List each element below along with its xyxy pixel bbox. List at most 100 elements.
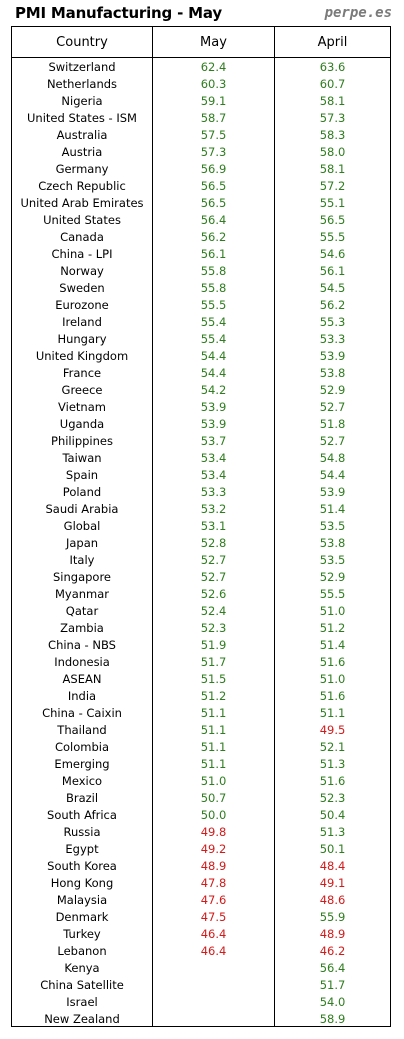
may-value: 50.7: [200, 791, 227, 805]
table-row: Indonesia 51.7 51.6: [12, 654, 390, 671]
may-value: 53.7: [200, 434, 227, 448]
may-value: 51.7: [200, 655, 227, 669]
april-value: 49.1: [319, 876, 346, 890]
country-cell: Greece: [61, 383, 103, 397]
country-cell: Vietnam: [58, 400, 106, 414]
country-cell: Czech Republic: [38, 179, 126, 193]
april-value: 51.0: [319, 604, 346, 618]
april-value: 53.5: [319, 553, 346, 567]
table-row: Israel 54.0: [12, 994, 390, 1011]
country-cell: Hungary: [57, 332, 107, 346]
may-value: 53.9: [200, 417, 227, 431]
april-value: 52.9: [319, 570, 346, 584]
april-value: 57.2: [319, 179, 346, 193]
country-cell: ASEAN: [62, 672, 102, 686]
may-value: 60.3: [200, 77, 227, 91]
country-cell: Germany: [55, 162, 109, 176]
may-value: 51.9: [200, 638, 227, 652]
table-row: Austria 57.3 58.0: [12, 144, 390, 161]
country-cell: Poland: [62, 485, 102, 499]
header-country: Country: [56, 35, 108, 50]
country-cell: Uganda: [59, 417, 105, 431]
may-value: 52.4: [200, 604, 227, 618]
april-value: 51.8: [319, 417, 346, 431]
table-row: India 51.2 51.6: [12, 688, 390, 705]
country-cell: Israel: [66, 995, 98, 1009]
april-value: 48.9: [319, 927, 346, 941]
april-value: 54.4: [319, 468, 346, 482]
table-row: Canada 56.2 55.5: [12, 229, 390, 246]
table-row: China - Caixin 51.1 51.1: [12, 705, 390, 722]
country-cell: New Zealand: [44, 1012, 120, 1026]
may-value: 51.2: [200, 689, 227, 703]
table-row: Thailand 51.1 49.5: [12, 722, 390, 739]
table-row: Russia 49.8 51.3: [12, 824, 390, 841]
may-value: 56.1: [200, 247, 227, 261]
may-value: 58.7: [200, 111, 227, 125]
may-value: 49.8: [200, 825, 227, 839]
table-row: Netherlands 60.3 60.7: [12, 76, 390, 93]
table-row: Vietnam 53.9 52.7: [12, 399, 390, 416]
april-value: 51.1: [319, 706, 346, 720]
april-value: 48.4: [319, 859, 346, 873]
april-value: 57.3: [319, 111, 346, 125]
may-value: 53.4: [200, 468, 227, 482]
table-row: Japan 52.8 53.8: [12, 535, 390, 552]
country-cell: Italy: [69, 553, 95, 567]
country-cell: South Korea: [47, 859, 117, 873]
table-row: Sweden 55.8 54.5: [12, 280, 390, 297]
may-value: 52.7: [200, 570, 227, 584]
april-value: 48.6: [319, 893, 346, 907]
country-cell: South Africa: [47, 808, 117, 822]
country-cell: Nigeria: [61, 94, 103, 108]
table-header: Country May April: [12, 27, 390, 58]
april-value: 51.0: [319, 672, 346, 686]
table-row: China Satellite 51.7: [12, 977, 390, 994]
country-cell: United Kingdom: [35, 349, 129, 363]
country-cell: Switzerland: [48, 60, 116, 74]
table-row: Colombia 51.1 52.1: [12, 739, 390, 756]
column-divider: [274, 27, 275, 1026]
may-value: 47.8: [200, 876, 227, 890]
table-row: Singapore 52.7 52.9: [12, 569, 390, 586]
country-cell: China - LPI: [51, 247, 113, 261]
april-value: 56.4: [319, 961, 346, 975]
table-row: Denmark 47.5 55.9: [12, 909, 390, 926]
may-value: 51.5: [200, 672, 227, 686]
table-row: China - LPI 56.1 54.6: [12, 246, 390, 263]
may-value: 56.2: [200, 230, 227, 244]
may-value: 57.5: [200, 128, 227, 142]
country-cell: Austria: [61, 145, 103, 159]
may-value: 55.4: [200, 315, 227, 329]
country-cell: Colombia: [54, 740, 110, 754]
april-value: 55.9: [319, 910, 346, 924]
may-value: 51.1: [200, 740, 227, 754]
country-cell: Malaysia: [56, 893, 108, 907]
april-value: 52.7: [319, 400, 346, 414]
country-cell: United States - ISM: [27, 111, 137, 125]
april-value: 50.4: [319, 808, 346, 822]
may-value: 53.1: [200, 519, 227, 533]
may-value: 51.1: [200, 757, 227, 771]
country-cell: Brazil: [65, 791, 99, 805]
may-value: 56.5: [200, 179, 227, 193]
table-row: Zambia 52.3 51.2: [12, 620, 390, 637]
may-value: 54.2: [200, 383, 227, 397]
may-value: 46.4: [200, 944, 227, 958]
april-value: 53.3: [319, 332, 346, 346]
may-value: 54.4: [200, 366, 227, 380]
chart-title: PMI Manufacturing - May: [15, 4, 222, 22]
country-cell: Indonesia: [54, 655, 110, 669]
table-row: United Arab Emirates 56.5 55.1: [12, 195, 390, 212]
country-cell: Lebanon: [57, 944, 107, 958]
table-row: ASEAN 51.5 51.0: [12, 671, 390, 688]
country-cell: India: [67, 689, 97, 703]
header-may: May: [200, 35, 227, 50]
april-value: 53.9: [319, 349, 346, 363]
country-cell: Canada: [60, 230, 104, 244]
table-row: South Korea 48.9 48.4: [12, 858, 390, 875]
april-value: 55.5: [319, 230, 346, 244]
april-value: 51.4: [319, 502, 346, 516]
country-cell: Singapore: [52, 570, 112, 584]
